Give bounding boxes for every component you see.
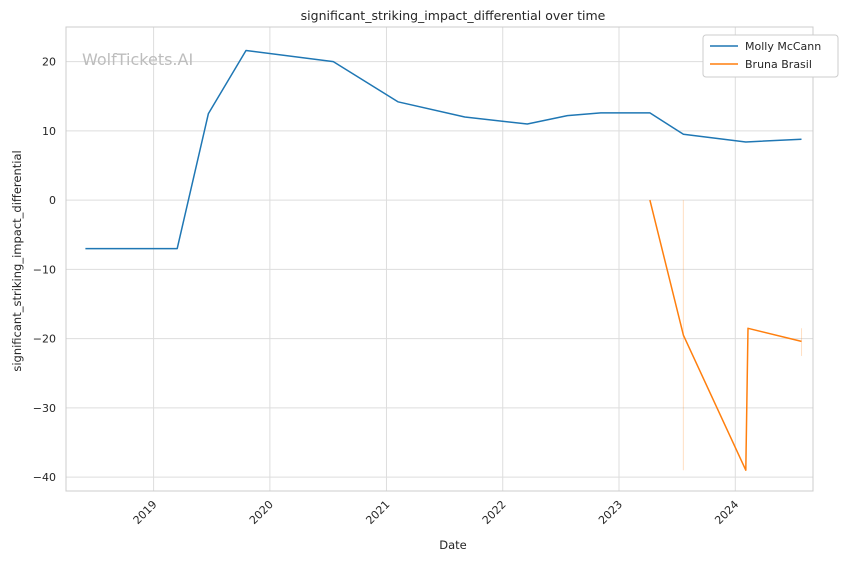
y-tick-label: 20 <box>42 56 56 69</box>
y-tick-label: 10 <box>42 125 56 138</box>
y-tick-label: 0 <box>49 194 56 207</box>
x-tick-label: 2023 <box>596 498 625 527</box>
y-tick-label: −20 <box>33 333 56 346</box>
y-tick-label: −10 <box>33 263 56 276</box>
watermark: WolfTickets.AI <box>82 50 193 69</box>
series-line-bruna-brasil <box>649 199 802 471</box>
x-axis-ticks: 2019 2020 2021 2022 2023 2024 <box>131 498 742 527</box>
error-bars <box>682 200 803 471</box>
x-axis-label: Date <box>439 538 467 552</box>
grid-lines <box>66 27 813 491</box>
chart-title: significant_striking_impact_differential… <box>301 8 606 23</box>
series-lines <box>85 49 802 471</box>
x-tick-label: 2024 <box>712 498 741 527</box>
legend-label-molly-mccann: Molly McCann <box>745 40 821 53</box>
y-tick-label: −40 <box>33 471 56 484</box>
plot-frame <box>65 26 814 492</box>
y-tick-label: −30 <box>33 402 56 415</box>
legend-label-bruna-brasil: Bruna Brasil <box>745 58 812 71</box>
x-tick-label: 2022 <box>480 498 509 527</box>
legend: Molly McCann Bruna Brasil <box>702 34 839 78</box>
series-line-molly-mccann <box>85 49 802 250</box>
y-axis-ticks: −40 −30 −20 −10 0 10 20 <box>33 56 56 485</box>
x-tick-label: 2021 <box>363 498 392 527</box>
y-axis-label: significant_striking_impact_differential <box>10 150 24 371</box>
x-tick-label: 2020 <box>247 498 276 527</box>
x-tick-label: 2019 <box>131 498 160 527</box>
